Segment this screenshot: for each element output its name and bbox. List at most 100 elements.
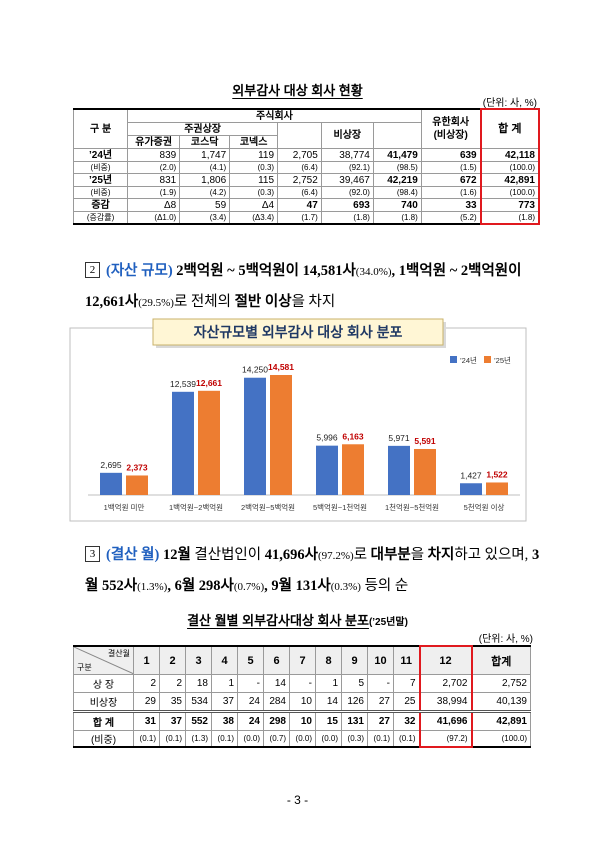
cell: (Δ3.4): [229, 211, 279, 225]
text: 을: [410, 547, 425, 563]
text: 로 전체의: [173, 294, 231, 310]
cell: 1: [211, 674, 238, 693]
bar: [388, 445, 410, 495]
header-cell: 3: [185, 645, 212, 675]
text: 2백억원 ~ 5백억원이 14,581사: [176, 263, 356, 279]
cell: 552: [185, 710, 212, 731]
header-cell: 11: [393, 645, 420, 675]
cell: 42,118: [479, 148, 541, 162]
data-label: 5,971: [388, 433, 410, 443]
cell: 831: [127, 173, 181, 187]
cell: 119: [229, 148, 279, 162]
cell: (1.5): [420, 161, 482, 174]
cell: 534: [185, 692, 212, 712]
data-label: 12,539: [170, 379, 196, 389]
cell: 284: [263, 692, 290, 712]
cell: (92.1): [320, 161, 374, 174]
legend-label: ’25년: [494, 355, 511, 365]
header-cell: 주식회사: [127, 108, 422, 123]
text: 12,661사: [85, 294, 139, 310]
cell: 10: [289, 692, 316, 712]
x-tick-label: 5백억원~1천억원: [313, 502, 367, 512]
header-cell: 12: [418, 645, 473, 675]
bar: [342, 444, 364, 495]
header-cell: 비상장: [320, 122, 374, 149]
cell: 37: [159, 710, 186, 731]
legend-swatch: [450, 356, 457, 363]
text: 하고 있으며,: [454, 547, 529, 563]
text: 대부분: [370, 547, 411, 563]
text: 차지: [427, 547, 455, 563]
header-cell: 구 분: [72, 108, 129, 149]
cell: 32: [393, 710, 420, 731]
bar: [198, 390, 220, 495]
cell: 2,705: [277, 148, 322, 162]
cell: 7: [393, 674, 420, 693]
text: 12월: [162, 547, 191, 563]
data-label: 1,522: [486, 469, 508, 479]
header-cell: 6: [263, 645, 290, 675]
data-label: 5,591: [414, 436, 436, 446]
cell: (98.5): [372, 161, 422, 174]
table: 구 분 주식회사 유한회사 (비상장) 합 계 주권상장 비상장 유가증권 코스닥 코넥스 ’…: [72, 108, 541, 225]
unit: (단위: 사, %): [478, 634, 533, 645]
cell: (2.0): [127, 161, 181, 174]
cell: 59: [179, 198, 231, 212]
data-label: 2,695: [100, 460, 122, 470]
header-cell: 1: [133, 645, 160, 675]
header-cell: 10: [367, 645, 394, 675]
cell: 639: [420, 148, 482, 162]
bar: [270, 375, 292, 495]
row: 증감 Δ8 59 Δ4 47 693 740 33 773: [72, 198, 541, 212]
data-label: 2,373: [126, 462, 148, 472]
cell: (0.3): [341, 730, 368, 748]
row-label: (증감률): [72, 211, 129, 225]
cell: 740: [372, 198, 422, 212]
data-label: 14,250: [242, 365, 268, 375]
table-title-note: (’25년말): [368, 617, 408, 628]
corner-top: 결산월: [107, 649, 130, 658]
row: ’25년 831 1,806 115 2,752 39,467 42,219 672 42,89…: [72, 173, 541, 187]
text: (결산 월): [106, 547, 160, 563]
cell: 773: [479, 198, 541, 212]
cell: 115: [229, 173, 279, 187]
row: 합 계 31 37 552 38 24 298 10 15 131 27 32 41,696 42,891: [73, 710, 531, 731]
bar: [126, 475, 148, 495]
cell: 35: [159, 692, 186, 712]
cell: 40,139: [471, 692, 531, 712]
text: (0.7%): [233, 581, 265, 593]
cell: (Δ1.0): [127, 211, 181, 225]
cell: (97.2): [418, 730, 473, 748]
cell: (1.7): [277, 211, 322, 225]
header-cell: 코넥스: [229, 135, 279, 149]
cell: (0.1): [159, 730, 186, 748]
cell: (98.4): [372, 186, 422, 199]
header-cell: 합 계: [479, 108, 541, 149]
cell: 1: [315, 674, 342, 693]
x-tick-label: 1백억원~2백억원: [169, 502, 223, 512]
cell: (3.4): [179, 211, 231, 225]
cell: (100.0): [479, 186, 541, 199]
cell: 42,891: [471, 710, 531, 731]
bar: [244, 377, 266, 495]
cell: (1.3): [185, 730, 212, 748]
cell: 25: [393, 692, 420, 712]
cell: 2,752: [277, 173, 322, 187]
marker: 3: [85, 546, 100, 562]
x-tick-label: 1백억원 미만: [104, 502, 145, 512]
cell: 18: [185, 674, 212, 693]
row-label: (비중): [73, 730, 134, 748]
row: ’24년 839 1,747 119 2,705 38,774 41,479 639 42,11…: [72, 148, 541, 162]
header-cell: [372, 122, 422, 149]
cell: 38: [211, 710, 238, 731]
cell: 29: [133, 692, 160, 712]
cell: 298: [263, 710, 290, 731]
cell: 2: [159, 674, 186, 693]
cell: (0.0): [289, 730, 316, 748]
cell: 33: [420, 198, 482, 212]
data-label: 12,661: [196, 378, 222, 388]
data-label: 6,163: [342, 431, 364, 441]
cell: 42,891: [479, 173, 541, 187]
cell: (0.0): [315, 730, 342, 748]
x-tick-label: 1천억원~5천억원: [385, 502, 439, 512]
